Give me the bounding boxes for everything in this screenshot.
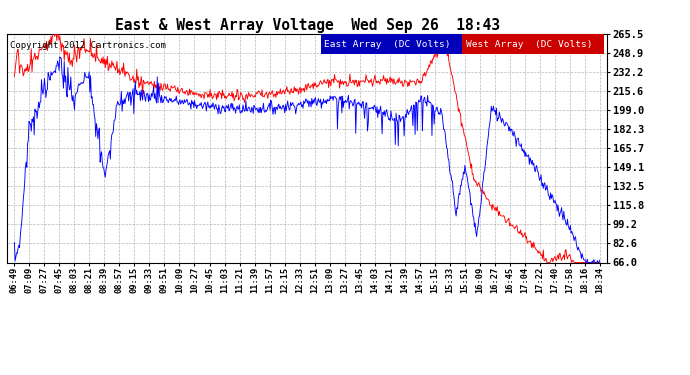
Text: West Array  (DC Volts): West Array (DC Volts) [466,40,592,49]
Text: East Array  (DC Volts): East Array (DC Volts) [324,40,451,49]
Text: Copyright 2012 Cartronics.com: Copyright 2012 Cartronics.com [10,40,166,50]
Title: East & West Array Voltage  Wed Sep 26  18:43: East & West Array Voltage Wed Sep 26 18:… [115,18,500,33]
